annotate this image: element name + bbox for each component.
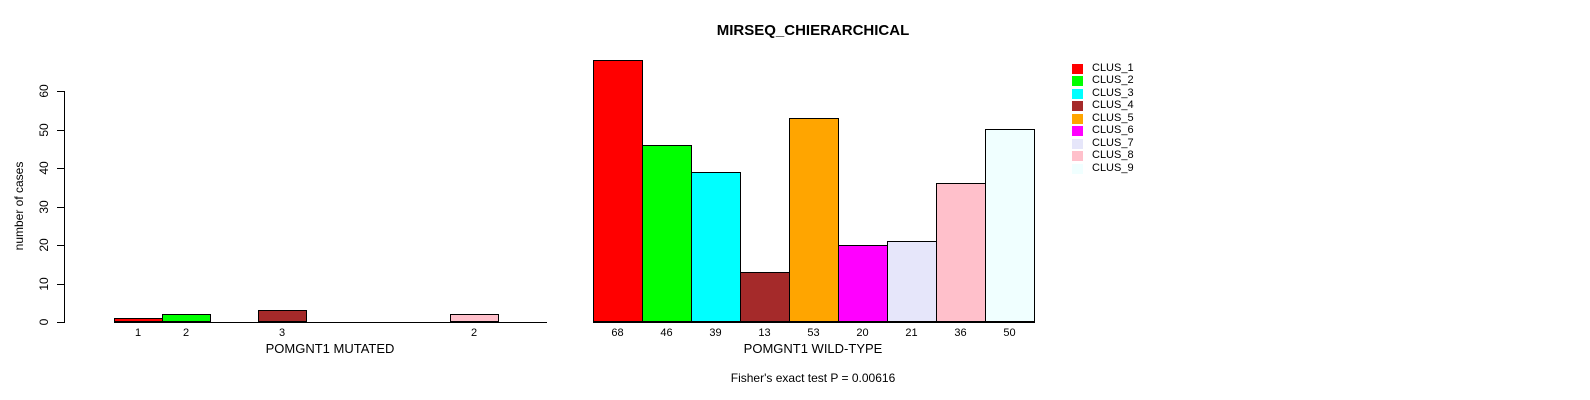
x-axis-line-mutated (114, 322, 547, 323)
bar-clus_2-wildtype (642, 145, 692, 322)
y-tick-label-30: 30 (37, 200, 51, 214)
x-axis-line-wildtype (593, 322, 1035, 323)
bar-clus_2-mutated (162, 314, 211, 322)
y-tick-label-40: 40 (37, 161, 51, 175)
legend-swatch-clus_3 (1072, 88, 1083, 99)
bar-value-label-clus_6-wildtype: 20 (856, 327, 869, 339)
legend-swatch-clus_4 (1072, 100, 1083, 111)
legend-label-clus_3: CLUS_3 (1092, 87, 1134, 99)
legend-item-clus_6: CLUS_6 (1072, 125, 1134, 136)
bar-clus_5-wildtype (789, 118, 839, 322)
legend-item-clus_4: CLUS_4 (1072, 100, 1134, 111)
bar-value-label-clus_7-wildtype: 21 (905, 327, 918, 339)
legend-label-clus_7: CLUS_7 (1092, 137, 1134, 149)
y-tick-label-10: 10 (37, 277, 51, 291)
bar-clus_6-wildtype (838, 245, 888, 322)
legend-swatch-clus_7 (1072, 138, 1083, 149)
panel-pomgnt1-mutated (114, 0, 547, 322)
y-tick-label-20: 20 (37, 238, 51, 252)
legend-label-clus_9: CLUS_9 (1092, 162, 1134, 174)
bar-clus_8-mutated (450, 314, 499, 322)
y-tick-label-50: 50 (37, 123, 51, 137)
bar-value-label-clus_9-wildtype: 50 (1003, 327, 1016, 339)
fisher-test-annotation: Fisher's exact test P = 0.00616 (730, 371, 896, 385)
chart-title: MIRSEQ_CHIERARCHICAL (716, 22, 910, 39)
bar-clus_3-wildtype (691, 172, 741, 322)
y-tick-30 (57, 207, 65, 208)
legend-swatch-clus_6 (1072, 125, 1083, 136)
legend-swatch-clus_8 (1072, 150, 1083, 161)
bar-clus_4-mutated (258, 310, 307, 322)
y-tick-60 (57, 91, 65, 92)
bar-value-label-clus_2-mutated: 2 (182, 327, 190, 339)
bar-value-label-clus_4-mutated: 3 (278, 327, 286, 339)
x-axis-title-mutated: POMGNT1 MUTATED (265, 341, 395, 356)
bar-value-label-clus_2-wildtype: 46 (660, 327, 673, 339)
bar-value-label-clus_8-mutated: 2 (470, 327, 478, 339)
y-tick-40 (57, 168, 65, 169)
legend-swatch-clus_1 (1072, 63, 1083, 74)
bar-value-label-clus_1-wildtype: 68 (611, 327, 624, 339)
legend-swatch-clus_9 (1072, 163, 1083, 174)
legend-item-clus_2: CLUS_2 (1072, 75, 1134, 86)
bar-clus_4-wildtype (740, 272, 790, 322)
legend-swatch-clus_2 (1072, 75, 1083, 86)
legend-item-clus_3: CLUS_3 (1072, 88, 1134, 99)
panel-pomgnt1-wildtype (593, 0, 1035, 322)
legend-label-clus_2: CLUS_2 (1092, 74, 1134, 86)
legend-item-clus_9: CLUS_9 (1072, 163, 1134, 174)
y-tick-0 (57, 322, 65, 323)
y-tick-label-0: 0 (37, 318, 51, 326)
bar-value-label-clus_1-mutated: 1 (134, 327, 142, 339)
legend-label-clus_6: CLUS_6 (1092, 124, 1134, 136)
legend-label-clus_5: CLUS_5 (1092, 112, 1134, 124)
bar-clus_7-wildtype (887, 241, 937, 322)
y-tick-50 (57, 130, 65, 131)
bar-clus_9-wildtype (985, 129, 1035, 322)
bar-value-label-clus_4-wildtype: 13 (758, 327, 771, 339)
bar-clus_8-wildtype (936, 183, 986, 322)
y-tick-10 (57, 284, 65, 285)
bar-clus_1-wildtype (593, 60, 643, 322)
legend-item-clus_5: CLUS_5 (1072, 113, 1134, 124)
legend-label-clus_8: CLUS_8 (1092, 149, 1134, 161)
bar-value-label-clus_3-wildtype: 39 (709, 327, 722, 339)
legend-swatch-clus_5 (1072, 113, 1083, 124)
legend-label-clus_1: CLUS_1 (1092, 62, 1134, 74)
bar-value-label-clus_5-wildtype: 53 (807, 327, 820, 339)
y-tick-20 (57, 245, 65, 246)
y-tick-label-60: 60 (37, 84, 51, 98)
x-axis-title-wildtype: POMGNT1 WILD-TYPE (743, 341, 883, 356)
y-axis-label: number of cases (12, 161, 26, 251)
legend-item-clus_8: CLUS_8 (1072, 150, 1134, 161)
legend-item-clus_7: CLUS_7 (1072, 138, 1134, 149)
bar-value-label-clus_8-wildtype: 36 (954, 327, 967, 339)
legend-item-clus_1: CLUS_1 (1072, 63, 1134, 74)
legend-label-clus_4: CLUS_4 (1092, 99, 1134, 111)
